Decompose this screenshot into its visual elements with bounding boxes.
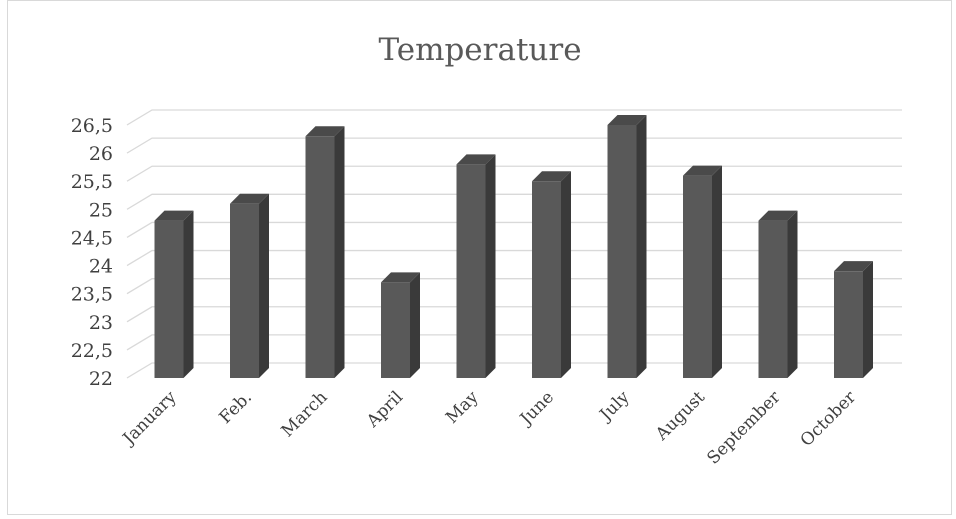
y-axis-ticks: 22 22,5 23 23,5 24 24,5 25 25,5 26 26,5 <box>71 115 113 390</box>
bar-top <box>230 193 269 204</box>
y-tick-label: 22 <box>89 368 113 390</box>
bar-side <box>485 154 496 378</box>
bar-front <box>532 181 561 378</box>
x-tick-label: May <box>442 387 483 428</box>
y-tick-label: 26,5 <box>71 115 113 137</box>
bar <box>532 171 571 378</box>
bar-side <box>410 272 420 378</box>
bar <box>683 165 722 378</box>
bar-side <box>863 261 873 378</box>
bar-top <box>758 210 798 221</box>
gridline <box>126 249 902 267</box>
gridline <box>126 165 902 182</box>
gridline <box>126 362 902 379</box>
gridline <box>126 306 902 323</box>
x-tick-label: June <box>515 387 558 430</box>
bar-top <box>683 165 722 176</box>
bar <box>834 261 873 378</box>
bar <box>305 126 345 378</box>
bars <box>154 115 873 378</box>
bar-side <box>183 210 194 378</box>
y-tick-label: 25 <box>89 199 113 221</box>
gridline <box>126 221 902 239</box>
y-tick-label: 24,5 <box>71 227 113 249</box>
gridline <box>126 278 902 295</box>
bar <box>456 154 496 378</box>
bar-front <box>834 271 863 378</box>
bar-front <box>456 164 486 378</box>
bar-side <box>259 193 269 378</box>
bar-side <box>712 165 722 378</box>
x-tick-label: August <box>651 387 709 445</box>
bar-top <box>834 261 873 272</box>
bar <box>607 115 647 378</box>
x-tick-label: October <box>797 387 861 451</box>
gridline <box>126 137 902 154</box>
bar-front <box>154 220 184 378</box>
y-tick-label: 23,5 <box>71 284 113 306</box>
x-tick-label: July <box>595 387 634 426</box>
bar-top <box>381 272 420 283</box>
bar-front <box>607 125 637 378</box>
bar <box>758 210 798 378</box>
gridline <box>126 109 902 126</box>
bar-side <box>787 210 798 378</box>
gridlines <box>126 109 902 379</box>
bar-side <box>334 126 345 378</box>
y-tick-label: 22,5 <box>71 340 113 362</box>
bar-top <box>456 154 496 165</box>
bar-side <box>561 171 571 378</box>
gridline <box>126 334 902 351</box>
x-tick-label: September <box>703 387 785 469</box>
bar-front <box>230 203 259 378</box>
bar-top <box>305 126 345 137</box>
bar-front <box>683 175 712 378</box>
x-tick-label: April <box>362 387 407 432</box>
bar-top <box>607 115 647 125</box>
y-tick-label: 23 <box>89 312 113 334</box>
gridline <box>126 193 902 210</box>
x-tick-label: January <box>118 387 181 450</box>
y-tick-label: 25,5 <box>71 171 113 193</box>
bar-side <box>636 115 647 378</box>
bar-top <box>154 210 194 221</box>
chart-title: Temperature <box>378 32 581 68</box>
bar-top <box>532 171 571 182</box>
x-axis-labels: January Feb. March April May June July AugustSe… <box>118 387 861 469</box>
y-tick-label: 24 <box>89 256 113 278</box>
bar <box>230 193 269 378</box>
y-tick-label: 26 <box>89 143 113 165</box>
x-tick-label: Feb. <box>216 387 256 427</box>
bar <box>381 272 420 378</box>
x-tick-label: March <box>278 387 332 441</box>
bar-front <box>381 282 410 378</box>
bar-front <box>305 136 335 378</box>
bar-front <box>758 220 788 378</box>
bar <box>154 210 194 378</box>
